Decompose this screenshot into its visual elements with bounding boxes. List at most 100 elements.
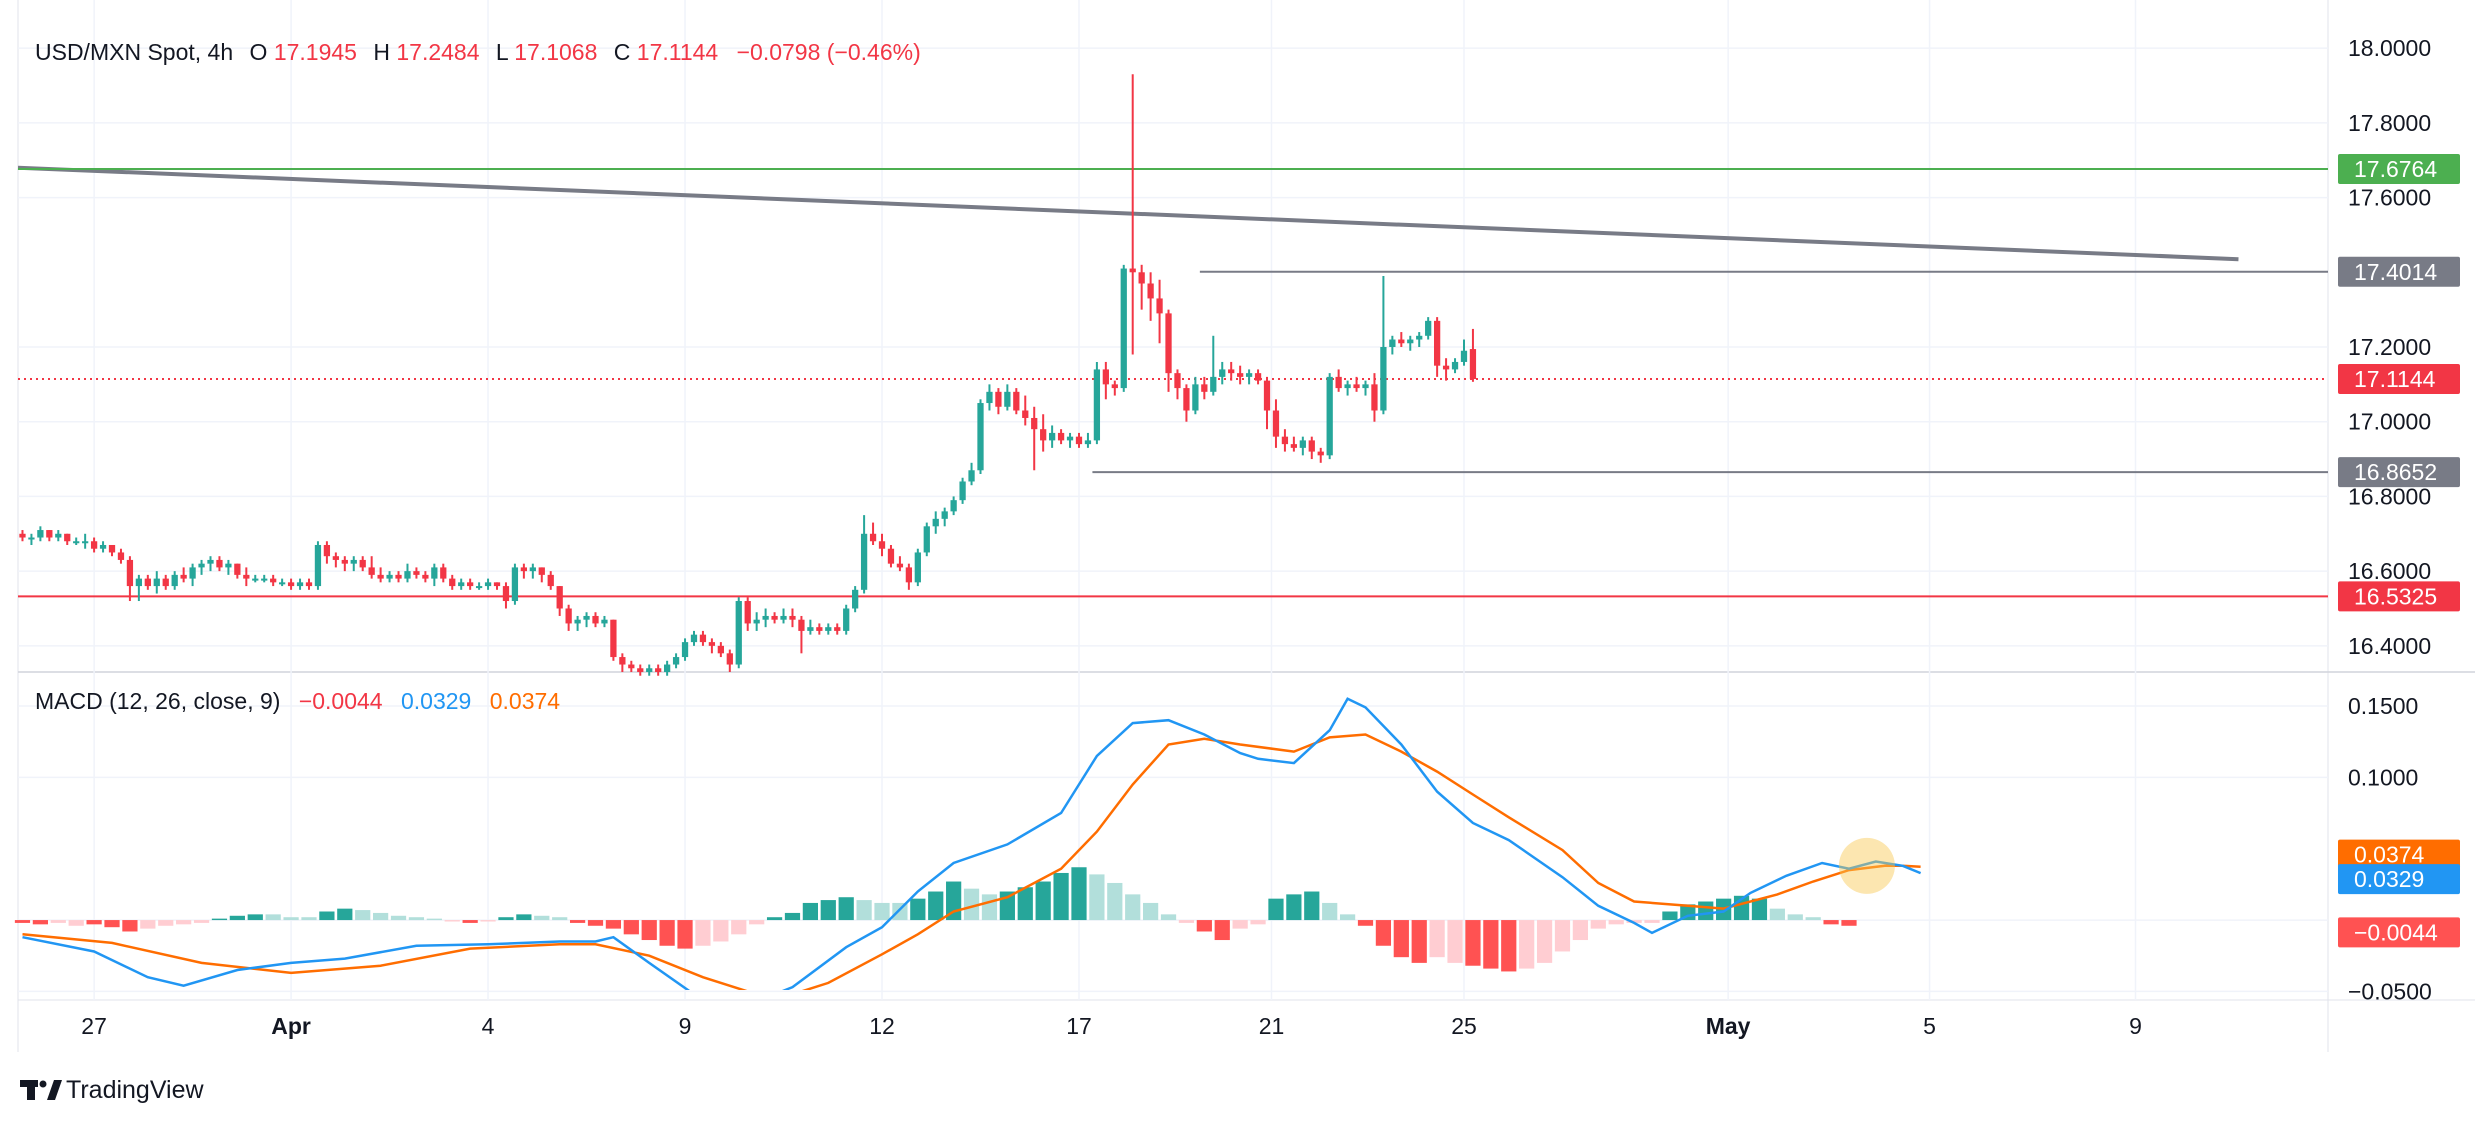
candle[interactable] [305, 578, 313, 590]
candle[interactable] [529, 563, 536, 579]
candle[interactable] [1335, 369, 1342, 392]
candle[interactable] [1272, 399, 1280, 448]
candle[interactable] [108, 544, 116, 557]
tradingview-logo[interactable]: TradingView [20, 1076, 205, 1104]
candle[interactable] [1353, 376, 1360, 392]
candle[interactable] [449, 574, 456, 590]
candle[interactable] [28, 533, 35, 545]
candle[interactable] [887, 544, 895, 568]
candle[interactable] [189, 563, 196, 587]
candle[interactable] [90, 537, 98, 553]
candle[interactable] [771, 612, 778, 624]
candle[interactable] [55, 530, 62, 542]
candle[interactable] [592, 612, 599, 628]
candle[interactable] [1138, 264, 1145, 310]
candle[interactable] [1084, 432, 1092, 448]
candle[interactable] [538, 567, 545, 583]
candle[interactable] [1040, 414, 1047, 452]
candle[interactable] [323, 541, 331, 564]
candle[interactable] [968, 462, 975, 486]
candle[interactable] [261, 574, 268, 583]
candle[interactable] [1245, 369, 1253, 385]
candle[interactable] [377, 567, 384, 583]
candle[interactable] [726, 649, 733, 672]
candle[interactable] [278, 578, 286, 587]
candle[interactable] [637, 664, 644, 676]
candle[interactable] [234, 563, 241, 579]
candle[interactable] [1093, 361, 1101, 445]
candle[interactable] [905, 563, 913, 590]
candle[interactable] [690, 630, 698, 646]
candle[interactable] [1416, 332, 1423, 347]
candle[interactable] [73, 537, 80, 545]
candle[interactable] [789, 608, 796, 628]
candle[interactable] [1290, 436, 1298, 452]
candle[interactable] [1129, 74, 1136, 355]
candle[interactable] [995, 388, 1002, 415]
candle[interactable] [556, 586, 563, 616]
candle[interactable] [959, 477, 966, 504]
candle[interactable] [1237, 365, 1244, 385]
candle[interactable] [1201, 376, 1208, 400]
candle[interactable] [82, 533, 89, 549]
candle[interactable] [1308, 436, 1315, 460]
candles[interactable] [19, 74, 1477, 676]
candle[interactable] [1210, 335, 1217, 396]
candle[interactable] [735, 597, 742, 669]
candle[interactable] [914, 548, 921, 587]
candle[interactable] [1192, 376, 1199, 415]
candle[interactable] [1165, 309, 1172, 392]
candle[interactable] [1344, 380, 1351, 396]
candle[interactable] [126, 556, 134, 602]
candle[interactable] [1460, 339, 1468, 366]
candle[interactable] [1433, 317, 1441, 377]
candle[interactable] [807, 619, 814, 635]
candle[interactable] [180, 567, 187, 583]
candle[interactable] [565, 604, 572, 631]
candle[interactable] [628, 660, 635, 672]
candle[interactable] [270, 574, 277, 587]
candle[interactable] [520, 563, 528, 579]
candle[interactable] [977, 399, 984, 475]
candle[interactable] [135, 574, 143, 602]
candle[interactable] [744, 597, 751, 631]
candle[interactable] [798, 615, 805, 654]
candle[interactable] [1147, 272, 1154, 321]
candle[interactable] [1111, 380, 1118, 396]
candle[interactable] [225, 559, 232, 575]
candle[interactable] [1057, 429, 1065, 445]
candle[interactable] [1425, 317, 1432, 340]
candle[interactable] [1398, 332, 1405, 347]
candle[interactable] [1254, 369, 1262, 385]
candle[interactable] [484, 578, 492, 590]
candle[interactable] [502, 582, 510, 609]
candle[interactable] [1004, 384, 1011, 411]
candle[interactable] [1442, 358, 1450, 381]
candle[interactable] [1407, 335, 1414, 351]
candle[interactable] [1380, 276, 1387, 415]
candle[interactable] [1183, 384, 1190, 422]
candle[interactable] [207, 556, 214, 572]
candle[interactable] [1299, 436, 1306, 456]
candle[interactable] [878, 533, 886, 557]
candle[interactable] [493, 582, 501, 590]
candle[interactable] [1031, 406, 1038, 471]
candle[interactable] [1371, 373, 1378, 422]
candle[interactable] [458, 578, 465, 590]
candle[interactable] [332, 552, 339, 568]
candle[interactable] [467, 578, 474, 590]
candle[interactable] [950, 496, 957, 516]
candle[interactable] [395, 571, 402, 583]
candle[interactable] [1174, 369, 1181, 400]
candle[interactable] [46, 530, 53, 542]
candle[interactable] [64, 533, 71, 545]
candle[interactable] [440, 563, 447, 583]
candle[interactable] [404, 563, 411, 583]
candle[interactable] [37, 526, 44, 542]
candle[interactable] [986, 384, 993, 411]
candle[interactable] [574, 615, 581, 631]
candle[interactable] [941, 507, 948, 527]
candle[interactable] [19, 530, 26, 542]
